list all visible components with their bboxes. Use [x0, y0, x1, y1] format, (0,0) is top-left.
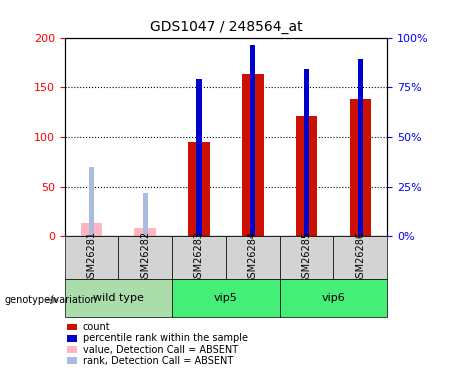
Bar [118, 236, 172, 279]
Bar [333, 236, 387, 279]
Text: vip6: vip6 [322, 293, 345, 303]
Text: GSM26285: GSM26285 [301, 231, 312, 284]
Bar [172, 279, 280, 317]
Text: GSM26286: GSM26286 [355, 231, 366, 284]
Bar [135, 228, 156, 236]
Bar [358, 59, 363, 236]
Bar [81, 224, 102, 236]
Title: GDS1047 / 248564_at: GDS1047 / 248564_at [149, 20, 302, 34]
Bar [280, 236, 333, 279]
Text: wild type: wild type [93, 293, 144, 303]
Bar [89, 166, 94, 236]
Bar [250, 45, 255, 236]
Text: count: count [83, 322, 110, 332]
Bar [304, 69, 309, 236]
Text: percentile rank within the sample: percentile rank within the sample [83, 333, 248, 343]
Bar [296, 116, 317, 236]
Bar [242, 74, 264, 236]
Text: GSM26283: GSM26283 [194, 231, 204, 284]
Bar [349, 99, 371, 236]
Text: GSM26282: GSM26282 [140, 231, 150, 284]
Text: GSM26284: GSM26284 [248, 231, 258, 284]
Text: genotype/variation: genotype/variation [5, 295, 97, 305]
Bar [142, 192, 148, 236]
Bar [65, 236, 118, 279]
Text: rank, Detection Call = ABSENT: rank, Detection Call = ABSENT [83, 356, 233, 366]
Text: value, Detection Call = ABSENT: value, Detection Call = ABSENT [83, 345, 237, 354]
Bar [280, 279, 387, 317]
Bar [65, 279, 172, 317]
Bar [188, 142, 210, 236]
Text: vip5: vip5 [214, 293, 238, 303]
Bar [226, 236, 280, 279]
Text: GSM26281: GSM26281 [86, 231, 96, 284]
Bar [196, 79, 201, 236]
Bar [172, 236, 226, 279]
